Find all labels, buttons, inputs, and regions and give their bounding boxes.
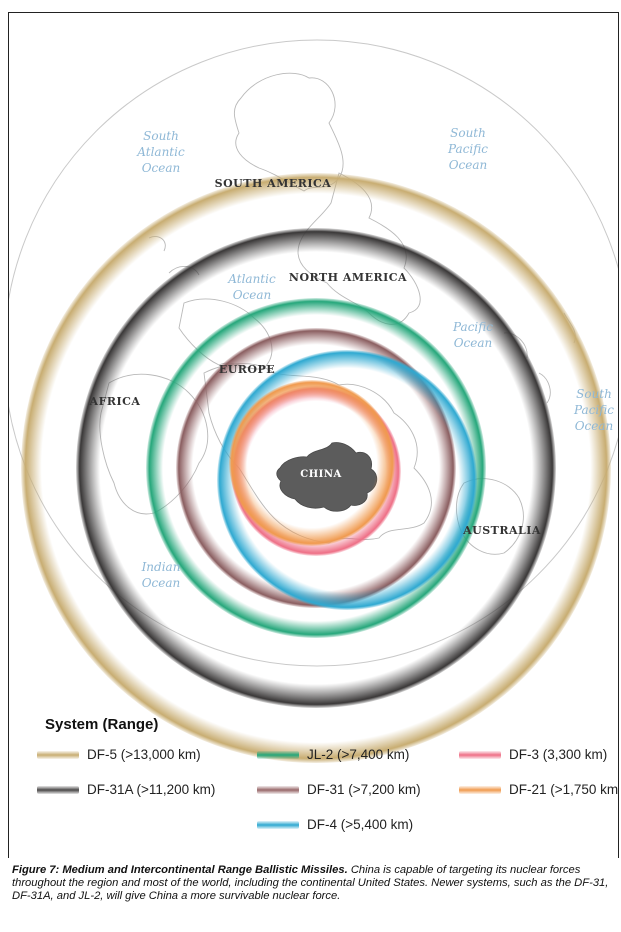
label-china: CHINA bbox=[300, 469, 341, 480]
ocean-label-atlantic: Atlantic Ocean bbox=[227, 272, 276, 302]
legend-swatch bbox=[37, 785, 79, 794]
label-australia: AUSTRALIA bbox=[462, 524, 541, 537]
legend-label: JL-2 (>7,400 km) bbox=[307, 747, 410, 762]
range-rings bbox=[21, 173, 611, 763]
ocean-label-indian: Indian Ocean bbox=[141, 560, 181, 590]
legend-item: DF-31 (>7,200 km) bbox=[257, 782, 421, 797]
label-africa: AFRICA bbox=[89, 395, 141, 408]
legend-label: DF-3 (3,300 km) bbox=[509, 747, 608, 762]
legend-item: JL-2 (>7,400 km) bbox=[257, 747, 409, 762]
ring-df21 bbox=[229, 380, 395, 546]
ocean-label-pacific: Pacific Ocean bbox=[452, 320, 493, 350]
caption-body: China is capable of targeting its nuclea… bbox=[12, 864, 609, 903]
legend-title: System (Range) bbox=[45, 716, 159, 733]
legend-swatch bbox=[37, 750, 79, 759]
range-map: South Atlantic Ocean South Pacific Ocean Atlan… bbox=[9, 39, 618, 763]
legend-item: DF-4 (>5,400 km) bbox=[257, 817, 413, 832]
legend-item: DF-3 (3,300 km) bbox=[459, 747, 607, 762]
legend-label: DF-31 (>7,200 km) bbox=[307, 782, 421, 797]
legend-swatch bbox=[257, 785, 299, 794]
figure-caption: Figure 7: Medium and Intercontinental Ra… bbox=[12, 864, 614, 904]
legend-label: DF-31A (>11,200 km) bbox=[87, 782, 216, 797]
label-north-america: NORTH AMERICA bbox=[289, 271, 407, 284]
legend-item: DF-31A (>11,200 km) bbox=[37, 782, 215, 797]
ocean-labels: South Atlantic Ocean South Pacific Ocean Atlan… bbox=[136, 126, 614, 590]
legend-label: DF-21 (>1,750 km) bbox=[509, 782, 619, 797]
caption-title: Figure 7: Medium and Intercontinental Ra… bbox=[12, 864, 348, 876]
figure-frame: South Atlantic Ocean South Pacific Ocean Atlan… bbox=[8, 12, 619, 858]
legend-label: DF-5 (>13,000 km) bbox=[87, 747, 201, 762]
legend-swatch bbox=[257, 750, 299, 759]
legend-swatch bbox=[459, 785, 501, 794]
legend-item: DF-5 (>13,000 km) bbox=[37, 747, 201, 762]
legend-item: DF-21 (>1,750 km) bbox=[459, 782, 619, 797]
label-south-america: SOUTH AMERICA bbox=[215, 177, 332, 190]
legend-label: DF-4 (>5,400 km) bbox=[307, 817, 414, 832]
label-europe: EUROPE bbox=[219, 363, 275, 376]
legend-swatch bbox=[459, 750, 501, 759]
legend-swatch bbox=[257, 820, 299, 829]
ocean-label-south-pacific-right: South Pacific Ocean bbox=[573, 387, 614, 433]
ocean-label-south-atlantic: South Atlantic Ocean bbox=[136, 129, 185, 175]
ocean-label-south-pacific-top: South Pacific Ocean bbox=[447, 126, 488, 172]
